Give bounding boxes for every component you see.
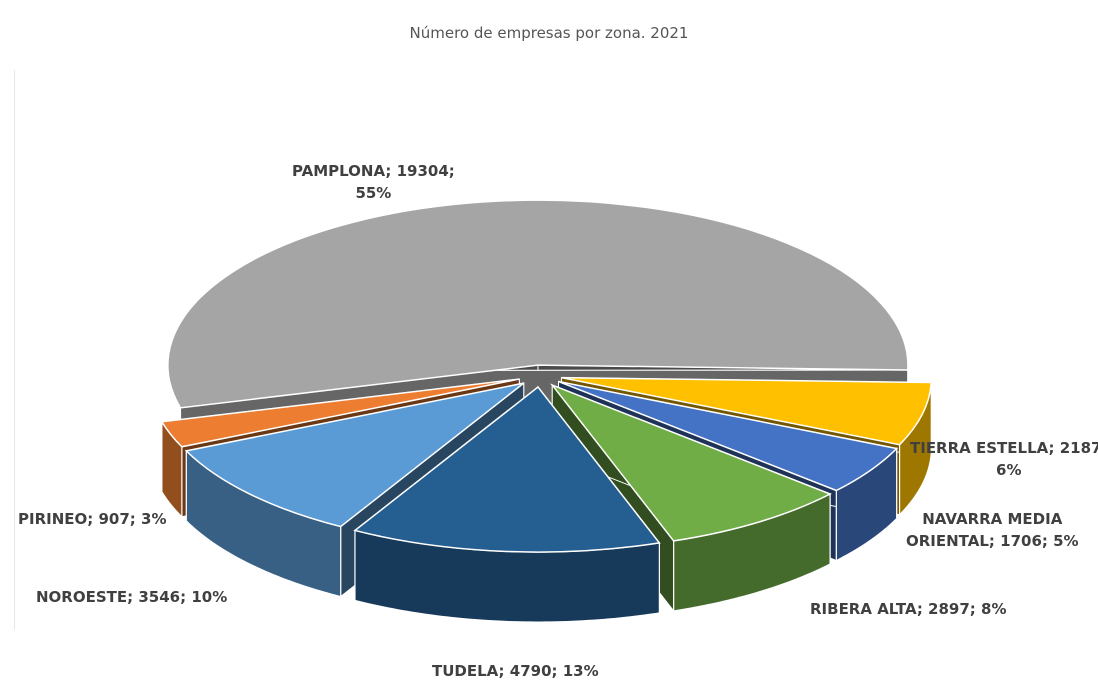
slice-tudela (353, 385, 661, 623)
label-noroeste: NOROESTE; 3546; 10% (36, 588, 228, 606)
label-pamplona: PAMPLONA; 19304; 55% (292, 162, 455, 202)
label-tierra-estella: TIERRA ESTELLA; 2187; 6% (910, 439, 1098, 479)
slice-top-pamplona (167, 199, 909, 409)
slice-top-ribera-alta (550, 383, 832, 542)
label-tudela: TUDELA; 4790; 13% (432, 662, 599, 680)
slice-top-pirineo (160, 378, 520, 448)
label-pirineo: PIRINEO; 907; 3% (18, 510, 167, 528)
chart-title: Número de empresas por zona. 2021 (409, 24, 689, 42)
slice-top-noroeste (184, 382, 525, 528)
slice-top-tierra-estella (561, 376, 933, 446)
slice-top-navarra-media-oriental (558, 380, 899, 492)
chart-frame-edge (14, 70, 15, 630)
slice-top-tudela (353, 385, 661, 553)
label-navarra-media-oriental: NAVARRA MEDIA ORIENTAL; 1706; 5% (906, 510, 1079, 550)
label-ribera-alta: RIBERA ALTA; 2897; 8% (810, 600, 1007, 618)
